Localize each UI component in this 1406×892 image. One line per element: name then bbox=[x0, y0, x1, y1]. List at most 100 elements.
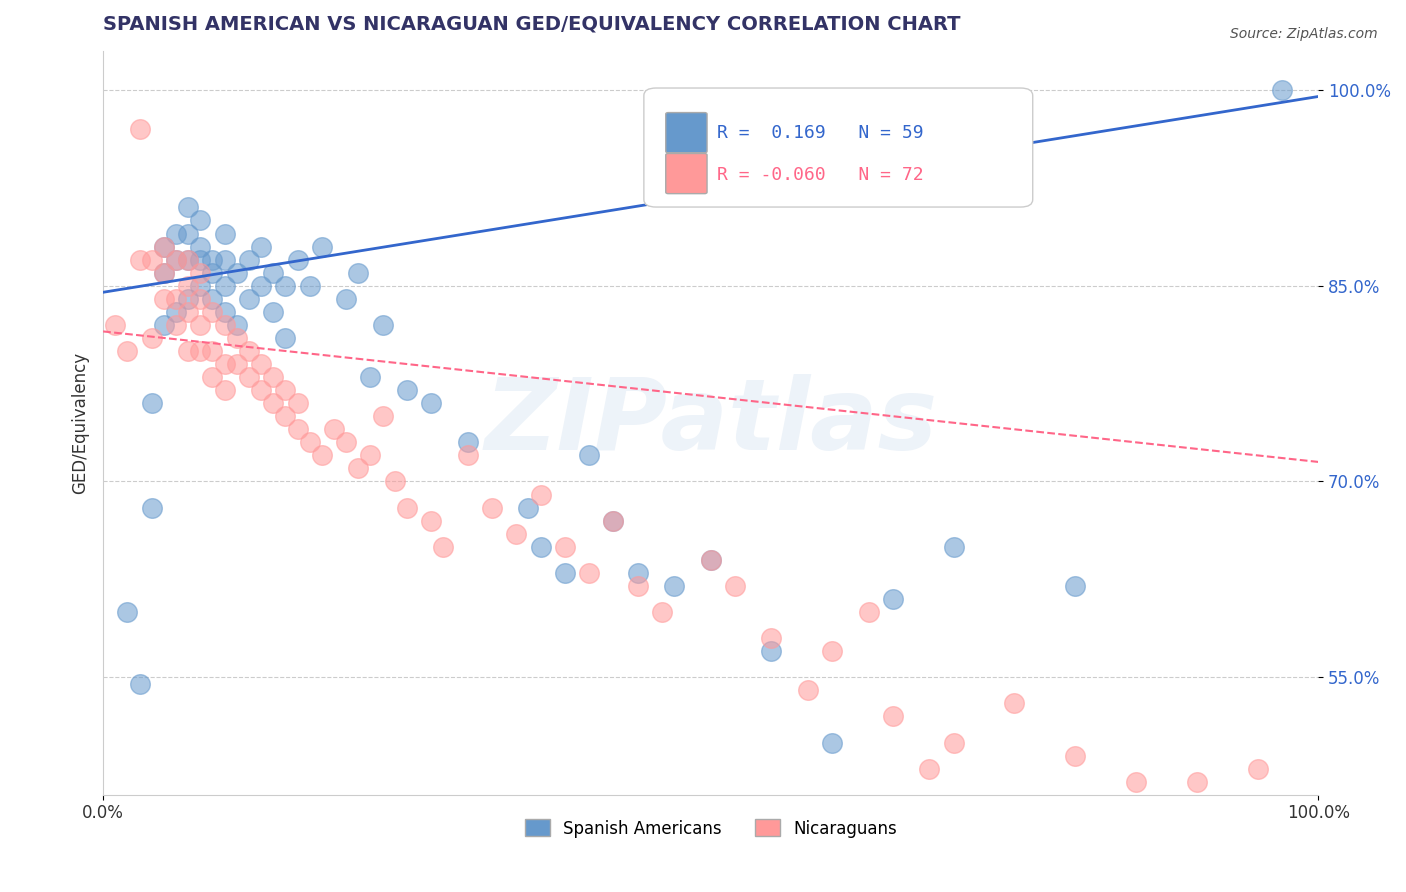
Point bbox=[165, 252, 187, 267]
Point bbox=[287, 422, 309, 436]
Point bbox=[250, 239, 273, 253]
Point bbox=[238, 343, 260, 358]
Point bbox=[335, 292, 357, 306]
Point bbox=[141, 252, 163, 267]
Point bbox=[141, 331, 163, 345]
Point bbox=[201, 266, 224, 280]
Point bbox=[128, 677, 150, 691]
Point bbox=[225, 266, 247, 280]
Point bbox=[1271, 83, 1294, 97]
Point bbox=[128, 252, 150, 267]
Point bbox=[177, 227, 200, 241]
Point bbox=[287, 396, 309, 410]
Point bbox=[250, 357, 273, 371]
Point bbox=[214, 383, 236, 397]
Point bbox=[201, 252, 224, 267]
Point bbox=[274, 383, 297, 397]
Point bbox=[153, 292, 176, 306]
Point bbox=[942, 735, 965, 749]
Point bbox=[420, 396, 443, 410]
Point bbox=[554, 566, 576, 580]
Point bbox=[177, 292, 200, 306]
Point bbox=[432, 540, 454, 554]
Text: Source: ZipAtlas.com: Source: ZipAtlas.com bbox=[1230, 27, 1378, 41]
Point bbox=[214, 318, 236, 332]
Point bbox=[201, 305, 224, 319]
Point bbox=[395, 500, 418, 515]
Point bbox=[311, 449, 333, 463]
Text: R =  0.169   N = 59: R = 0.169 N = 59 bbox=[717, 124, 924, 142]
Point bbox=[153, 239, 176, 253]
Point bbox=[262, 266, 284, 280]
Point bbox=[699, 553, 721, 567]
Point bbox=[214, 227, 236, 241]
Point bbox=[177, 305, 200, 319]
Point bbox=[578, 449, 600, 463]
Point bbox=[214, 278, 236, 293]
Point bbox=[298, 278, 321, 293]
Point bbox=[602, 514, 624, 528]
Point bbox=[882, 709, 904, 723]
Point bbox=[214, 305, 236, 319]
Point bbox=[395, 383, 418, 397]
Point bbox=[188, 278, 211, 293]
Point bbox=[1064, 748, 1087, 763]
Point bbox=[371, 409, 394, 424]
Point bbox=[323, 422, 346, 436]
Point bbox=[1064, 579, 1087, 593]
Point bbox=[225, 318, 247, 332]
Point bbox=[141, 396, 163, 410]
Point bbox=[104, 318, 127, 332]
Point bbox=[578, 566, 600, 580]
Point bbox=[188, 239, 211, 253]
Point bbox=[214, 357, 236, 371]
Point bbox=[201, 343, 224, 358]
Point bbox=[347, 266, 370, 280]
Point bbox=[664, 579, 686, 593]
Point bbox=[347, 461, 370, 475]
Y-axis label: GED/Equivalency: GED/Equivalency bbox=[72, 351, 89, 494]
Point bbox=[457, 449, 479, 463]
Point bbox=[201, 292, 224, 306]
Point bbox=[250, 278, 273, 293]
Point bbox=[651, 605, 673, 619]
Point bbox=[177, 278, 200, 293]
Point bbox=[188, 343, 211, 358]
Point bbox=[128, 122, 150, 136]
Legend: Spanish Americans, Nicaraguans: Spanish Americans, Nicaraguans bbox=[516, 811, 905, 846]
Point bbox=[274, 331, 297, 345]
Point bbox=[858, 605, 880, 619]
Point bbox=[165, 305, 187, 319]
Point bbox=[177, 343, 200, 358]
Point bbox=[214, 252, 236, 267]
Point bbox=[141, 500, 163, 515]
FancyBboxPatch shape bbox=[666, 112, 707, 153]
Point bbox=[882, 591, 904, 606]
Text: ZIPatlas: ZIPatlas bbox=[484, 375, 938, 471]
Point bbox=[177, 252, 200, 267]
Point bbox=[335, 435, 357, 450]
Point bbox=[153, 266, 176, 280]
Point bbox=[238, 252, 260, 267]
Point bbox=[165, 252, 187, 267]
Point bbox=[117, 605, 139, 619]
Point bbox=[761, 644, 783, 658]
Point bbox=[188, 292, 211, 306]
Point bbox=[188, 266, 211, 280]
Point bbox=[821, 644, 844, 658]
Point bbox=[420, 514, 443, 528]
Point bbox=[274, 278, 297, 293]
Point bbox=[724, 579, 747, 593]
Point bbox=[627, 566, 650, 580]
Point bbox=[602, 514, 624, 528]
Point bbox=[627, 579, 650, 593]
Point bbox=[298, 435, 321, 450]
Point bbox=[188, 318, 211, 332]
Text: SPANISH AMERICAN VS NICARAGUAN GED/EQUIVALENCY CORRELATION CHART: SPANISH AMERICAN VS NICARAGUAN GED/EQUIV… bbox=[103, 15, 960, 34]
Point bbox=[274, 409, 297, 424]
Point bbox=[153, 318, 176, 332]
Point bbox=[311, 239, 333, 253]
Point bbox=[1185, 774, 1208, 789]
Point bbox=[1004, 697, 1026, 711]
Point bbox=[1125, 774, 1147, 789]
